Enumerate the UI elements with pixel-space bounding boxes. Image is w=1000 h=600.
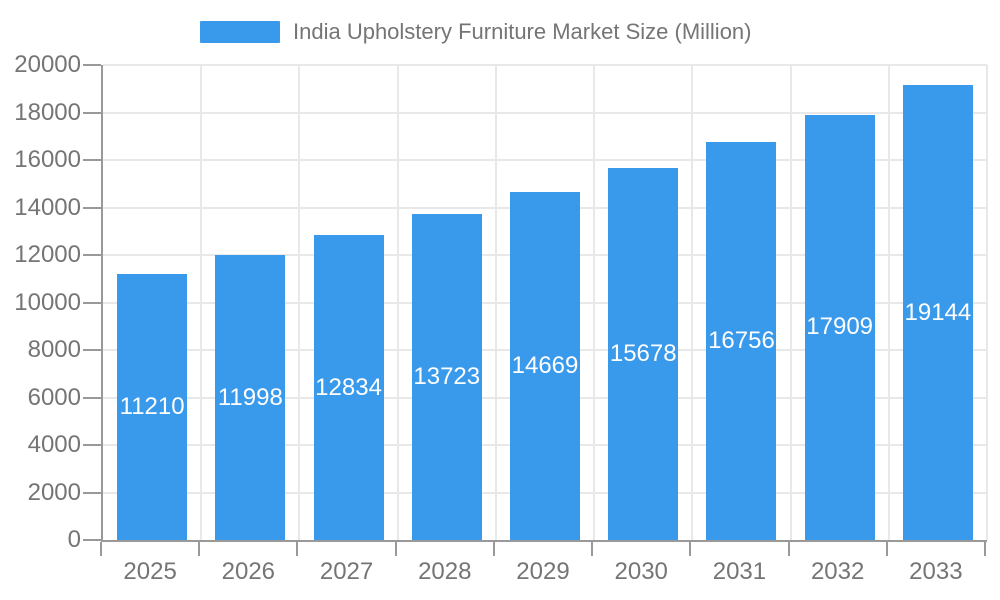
y-axis-tick [83,111,101,114]
y-axis-tick [83,396,101,399]
bar [608,167,679,540]
bar [510,191,580,540]
y-axis-tick [83,349,101,351]
x-axis-tick [591,542,594,556]
x-axis-tick-label: 2029 [516,558,570,585]
x-axis-tick-label: 2031 [712,558,767,585]
plot-area: 11210 11998 12834 13723 14669 15678 16756 17909… [101,64,988,542]
y-axis-tick-label: 16000 [14,146,81,173]
y-axis-tick-label: 0 [67,526,81,553]
legend-swatch-icon [200,21,280,43]
y-axis-tick-label: 8000 [27,336,81,363]
y-axis-tick-label: 6000 [27,383,81,411]
x-axis-tick-label: 2032 [810,558,865,585]
bar [902,85,973,540]
x-axis-tick-label: 2033 [909,558,963,585]
x-axis-tick-label: 2027 [319,558,374,585]
bar-value-label: 16756 [708,327,775,355]
y-axis-tick-label: 2000 [27,478,81,506]
gridline-vertical [887,65,890,540]
gridline-vertical [593,65,596,540]
bar-value-label: 14669 [511,351,579,379]
y-axis-tick [83,206,101,209]
bar-value-label: 12834 [315,373,382,401]
bar-value-label: 19144 [904,298,972,326]
x-axis-tick [198,542,201,556]
bar-value-label: 11998 [217,383,283,411]
bar [411,214,482,540]
bar-value-label: 15678 [609,339,677,367]
x-axis-tick-label: 2026 [221,558,276,585]
x-axis-tick-label: 2025 [123,558,177,585]
y-axis-tick [83,254,101,256]
gridline-horizontal [103,111,987,114]
gridline-vertical [200,65,203,540]
y-axis-tick-label: 20000 [14,51,81,78]
gridline-vertical [789,65,792,540]
gridline-vertical [691,65,694,540]
x-axis-tick [100,542,102,556]
x-axis-tick-label: 2028 [418,558,472,585]
bar [215,255,286,540]
y-axis-tick-label: 18000 [14,98,81,126]
x-axis-tick [296,542,299,556]
bar [117,273,188,540]
bar-value-label: 17909 [806,313,874,341]
bar [706,142,777,540]
x-axis-tick [394,542,397,556]
y-axis-tick-label: 14000 [14,193,81,221]
bar [804,114,875,540]
x-axis-tick [689,542,692,556]
x-axis-tick [885,542,888,556]
gridline-vertical [986,65,988,540]
y-axis-tick [83,444,101,446]
y-axis-tick [83,539,101,541]
y-axis-tick [83,64,101,66]
y-axis-tick-label: 4000 [27,431,81,458]
gridline-vertical [298,65,301,540]
gridline-horizontal [103,64,987,66]
y-axis-tick [83,491,101,494]
bar-value-label: 13723 [413,363,481,391]
gridline-horizontal [103,159,987,161]
legend-label: India Upholstery Furniture Market Size (… [293,19,752,44]
bar [313,235,384,540]
gridline-vertical [494,65,497,540]
y-axis-tick [83,159,101,161]
gridline-vertical [396,65,399,540]
y-axis-tick [83,301,101,304]
bar-value-label: 11210 [119,392,185,420]
y-axis-tick-label: 10000 [14,288,81,316]
x-axis-tick [984,542,986,556]
x-axis-tick-label: 2030 [614,558,668,585]
x-axis-tick [492,542,495,556]
x-axis-tick [787,542,790,556]
y-axis-tick-label: 12000 [14,241,81,268]
legend[interactable]: India Upholstery Furniture Market Size (… [200,20,752,44]
